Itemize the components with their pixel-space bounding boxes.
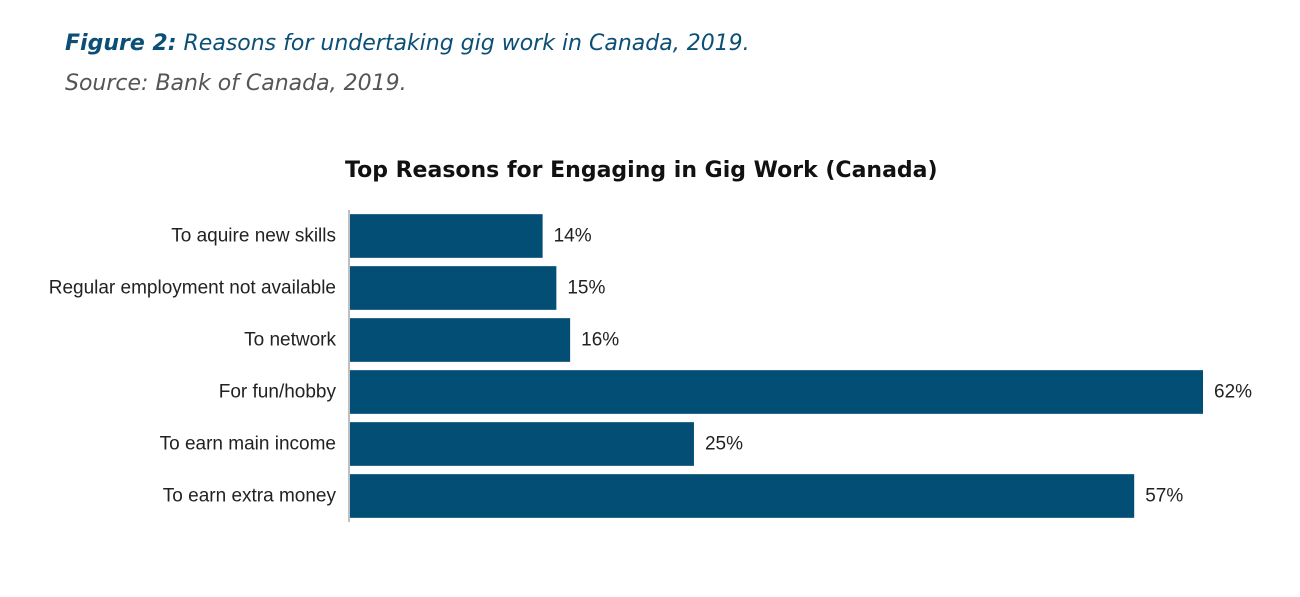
figure-caption: Figure 2: Reasons for undertaking gig wo…	[65, 28, 750, 100]
bar	[350, 318, 571, 362]
category-label: To network	[244, 330, 336, 351]
category-label: To earn main income	[160, 434, 336, 455]
bar	[350, 474, 1135, 518]
figure-source: Source: Bank of Canada, 2019.	[65, 71, 407, 96]
category-label: For fun/hobby	[219, 382, 337, 403]
category-label: To earn extra money	[163, 486, 337, 507]
category-label: To aquire new skills	[171, 226, 336, 247]
value-label: 57%	[1145, 486, 1183, 507]
figure-title-text: Reasons for undertaking gig work in Cana…	[183, 31, 750, 56]
bar	[350, 266, 557, 310]
category-label: Regular employment not available	[49, 278, 336, 299]
bar	[350, 422, 694, 466]
value-label: 14%	[554, 226, 592, 247]
figure-title: Figure 2: Reasons for undertaking gig wo…	[65, 28, 750, 60]
value-label: 62%	[1214, 382, 1252, 403]
chart-title: Top Reasons for Engaging in Gig Work (Ca…	[345, 158, 938, 183]
figure-label: Figure 2:	[65, 31, 177, 56]
bar	[350, 214, 543, 258]
value-label: 25%	[705, 434, 743, 455]
value-label: 16%	[581, 330, 619, 351]
value-label: 15%	[567, 278, 605, 299]
bar	[350, 370, 1203, 414]
